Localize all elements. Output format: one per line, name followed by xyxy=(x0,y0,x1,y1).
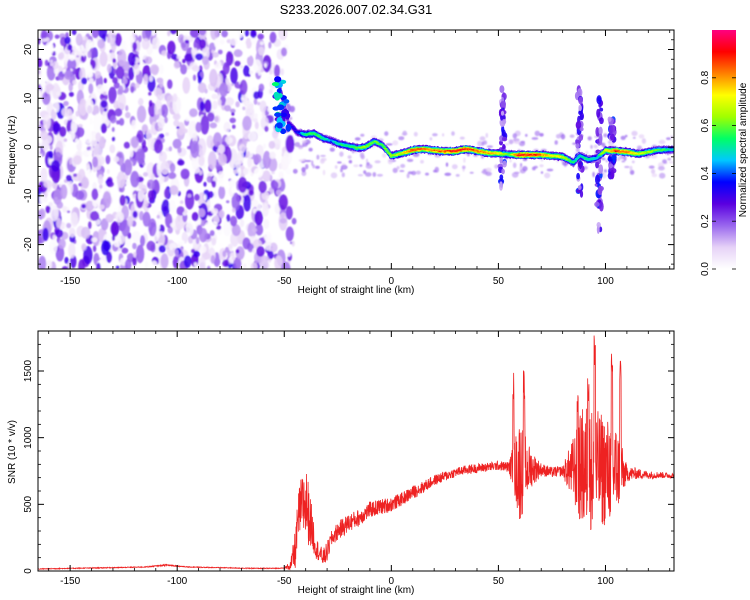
x-tick-label: -50 xyxy=(277,576,292,587)
y-tick-label: 20 xyxy=(23,44,34,56)
colorbar-gradient xyxy=(712,30,736,269)
x-tick-label: -150 xyxy=(60,576,80,587)
x-tick-label: 0 xyxy=(389,576,395,587)
x-tick-label: 100 xyxy=(597,576,614,587)
colorbar-ticks: 0.0 0.2 0.4 0.6 0.8 xyxy=(700,70,736,276)
y-tick-label: 10 xyxy=(23,92,34,104)
y-tick-label: 0 xyxy=(23,568,34,574)
spectrogram-frame xyxy=(37,29,675,270)
y-tick-label: 1500 xyxy=(23,359,34,382)
x-tick-label: -100 xyxy=(167,576,187,587)
colorbar-label: Normalized spectral amplitude xyxy=(738,82,749,217)
x-tick-label: -100 xyxy=(167,276,187,287)
figure-title: S233.2026.007.02.34.G31 xyxy=(280,2,433,17)
x-tick-label: 100 xyxy=(597,276,614,287)
x-tick-label: -50 xyxy=(277,276,292,287)
x-tick-label: 50 xyxy=(493,576,505,587)
y-tick-label: 0 xyxy=(23,144,34,150)
x-tick-label: -150 xyxy=(60,276,80,287)
spectrogram-streaks xyxy=(497,85,617,234)
colorbar-tick-label: 0.6 xyxy=(700,118,711,132)
snr-ylabel: SNR (10 * v/v) xyxy=(7,420,18,484)
y-tick-label: 500 xyxy=(23,496,34,513)
snr-xlabel: Height of straight line (km) xyxy=(298,585,415,596)
colorbar-tick-label: 0.0 xyxy=(700,262,711,276)
colorbar-tick-label: 0.4 xyxy=(700,166,711,180)
noise-speckles xyxy=(38,30,674,269)
spectrogram-ylabel: Frequency (Hz) xyxy=(7,116,18,185)
spectrogram-xlabel: Height of straight line (km) xyxy=(298,285,415,296)
snr-series-line xyxy=(38,335,674,571)
x-tick-label: 50 xyxy=(493,276,505,287)
spectrogram-heatmap xyxy=(38,30,674,269)
y-tick-label: -20 xyxy=(23,237,34,252)
colorbar-tick-label: 0.2 xyxy=(700,214,711,228)
spectrogram-ridge xyxy=(271,76,674,168)
y-tick-label: -10 xyxy=(23,188,34,203)
colorbar: 0.0 0.2 0.4 0.6 0.8 Normalized spectral ampl… xyxy=(700,30,749,276)
y-tick-label: 1000 xyxy=(23,426,34,449)
colorbar-tick-label: 0.8 xyxy=(700,70,711,84)
x-tick-label: 0 xyxy=(389,276,395,287)
